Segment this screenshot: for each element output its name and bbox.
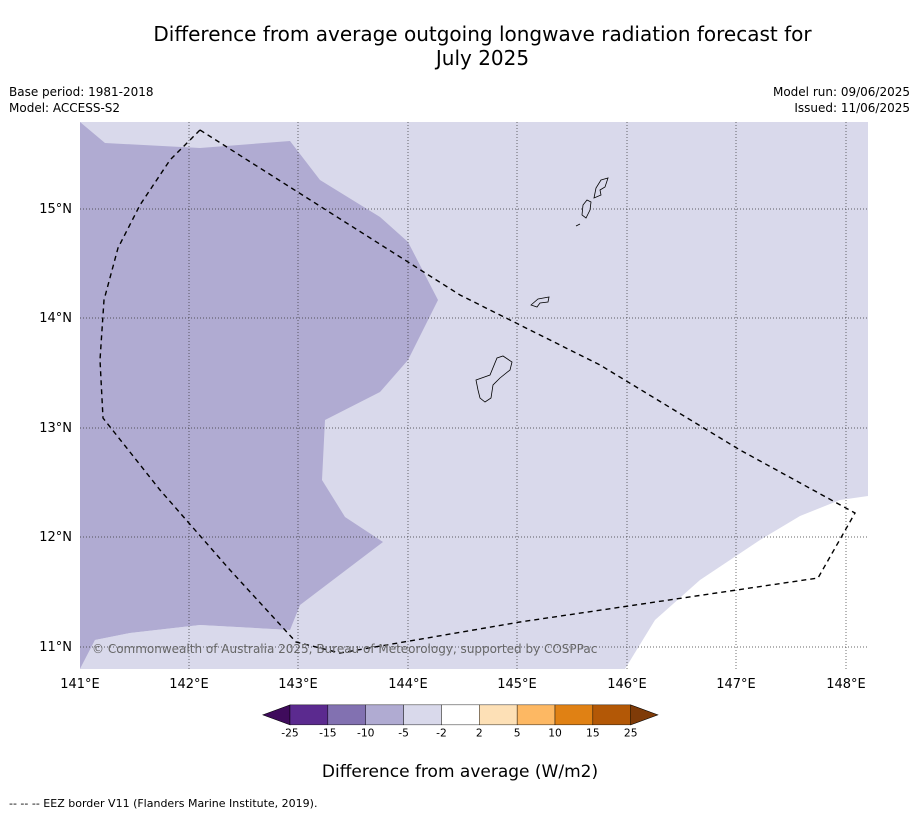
colorbar-swatch (479, 704, 518, 726)
eez-footnote: -- -- -- EEZ border V11 (Flanders Marine… (9, 797, 318, 810)
lon-label: 148°E (826, 677, 866, 692)
colorbar-tick-label: 15 (586, 726, 600, 739)
lon-label: 142°E (169, 677, 209, 692)
colorbar-tick-label: -15 (319, 726, 336, 739)
copyright-text: © Commonwealth of Australia 2025, Bureau… (92, 642, 597, 656)
colorbar: -25 -15 -10 -5 -2 2 5 10 15 25 (262, 704, 659, 739)
anomaly-region-medium (80, 122, 438, 669)
map-title: Difference from average outgoing longwav… (120, 22, 845, 70)
colorbar-tick-label: 2 (476, 726, 483, 739)
colorbar-extend-high (630, 704, 659, 726)
eez-border (99, 129, 856, 654)
map-area: © Commonwealth of Australia 2025, Bureau… (80, 122, 868, 669)
island-guam (475, 355, 513, 403)
lat-label: 13°N (39, 421, 72, 436)
colorbar-swatch (441, 704, 480, 726)
title-line-2: July 2025 (435, 46, 530, 70)
colorbar-swatch (365, 704, 404, 726)
issued-date: Issued: 11/06/2025 (794, 101, 910, 115)
colorbar-tick-label: 10 (548, 726, 562, 739)
lon-label: 146°E (607, 677, 647, 692)
anomaly-region-light-bottom (80, 625, 300, 669)
map-figure: © Commonwealth of Australia 2025, Bureau… (39, 122, 868, 692)
colorbar-swatch (516, 704, 556, 726)
colorbar-swatch (403, 704, 442, 726)
colorbar-swatch (592, 704, 631, 726)
meta-left: Base period: 1981-2018 Model: ACCESS-S2 (9, 84, 154, 116)
island-rota (530, 296, 550, 308)
island-saipan (593, 177, 609, 199)
lat-label: 15°N (39, 202, 72, 217)
lon-label: 143°E (278, 677, 318, 692)
colorbar-swatch (289, 704, 329, 726)
title-line-1: Difference from average outgoing longwav… (153, 22, 812, 46)
colorbar-tick-label: -2 (436, 726, 447, 739)
lon-label: 141°E (60, 677, 100, 692)
colorbar-tick-label: -10 (357, 726, 375, 739)
colorbar-swatch (327, 704, 366, 726)
lon-label: 145°E (497, 677, 537, 692)
meta-right: Model run: 09/06/2025 Issued: 11/06/2025 (773, 84, 910, 116)
lat-label: 12°N (39, 530, 72, 545)
lon-label: 144°E (388, 677, 428, 692)
lat-label: 11°N (39, 640, 72, 655)
colorbar-extend-low (262, 704, 291, 726)
colorbar-tick-label: -25 (281, 726, 298, 739)
colorbar-tick-label: 5 (514, 726, 521, 739)
island-aguijan (575, 223, 581, 227)
colorbar-label: Difference from average (W/m2) (321, 762, 599, 782)
lat-label: 14°N (39, 311, 72, 326)
graticule (80, 122, 868, 669)
colorbar-swatch (554, 704, 594, 726)
base-period: Base period: 1981-2018 (9, 85, 154, 99)
island-tinian (581, 199, 592, 219)
colorbar-tick-label: 25 (624, 726, 638, 739)
model-run: Model run: 09/06/2025 (772, 85, 910, 99)
lon-label: 147°E (716, 677, 756, 692)
model-name: Model: ACCESS-S2 (9, 101, 121, 115)
colorbar-tick-label: -5 (398, 726, 409, 739)
